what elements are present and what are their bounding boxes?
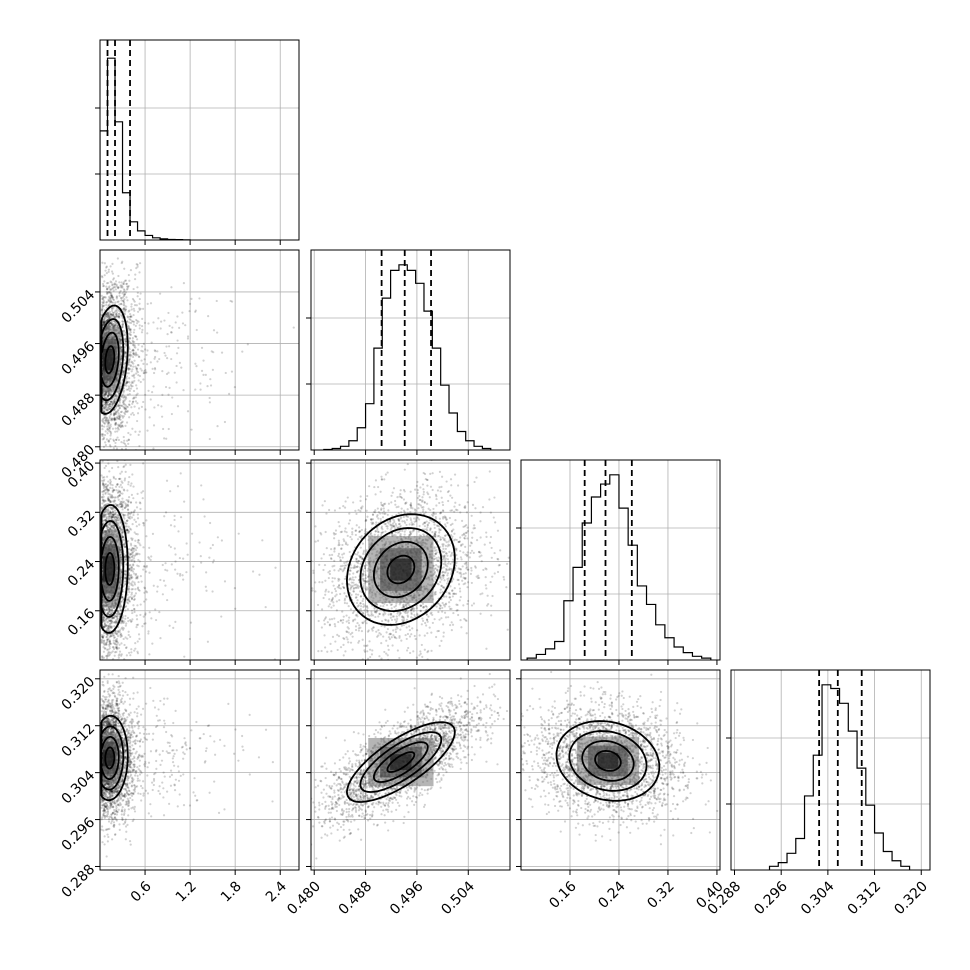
histogram-3 xyxy=(770,685,910,870)
scatter-points xyxy=(100,664,274,857)
x-tick-label: 0.320 xyxy=(891,878,931,918)
y-tick-label: 0.488 xyxy=(59,390,99,430)
x-tick-label: 0.304 xyxy=(798,878,838,918)
pair-panel-3-0 xyxy=(95,664,299,875)
density-block-2 xyxy=(598,753,618,769)
x-tick-label: 0.296 xyxy=(751,878,791,918)
x-tick-label: 0.32 xyxy=(644,878,677,911)
y-tick-label: 0.32 xyxy=(65,507,98,540)
panel-frame xyxy=(521,460,720,660)
y-tick-label: 0.504 xyxy=(59,287,99,327)
y-tick-label: 0.296 xyxy=(59,814,99,854)
pair-panel-3-2 xyxy=(485,650,738,875)
y-tick-label: 0.16 xyxy=(65,606,98,639)
pair-panel-1-0 xyxy=(95,221,306,496)
histogram-1 xyxy=(324,265,491,450)
hist-panel-0 xyxy=(95,40,299,240)
x-tick-label: 0.312 xyxy=(845,878,885,918)
corner-plot: 0.6 1.2 1.8 2.40.480 0.488 0.496 0.504 0.16 0.24… xyxy=(0,0,970,970)
y-tick-label: 0.24 xyxy=(65,556,98,589)
x-tick-label: 0.496 xyxy=(387,878,427,918)
panel-frame xyxy=(731,670,930,870)
y-tick-label: 0.288 xyxy=(59,861,99,901)
pair-panel-2-1 xyxy=(272,429,564,693)
x-tick-label: 0.504 xyxy=(438,878,478,918)
x-tick-label: 1.8 xyxy=(218,878,245,905)
hist-panel-2 xyxy=(516,460,720,660)
x-tick-label: 0.480 xyxy=(284,878,324,918)
hist-panel-3 xyxy=(726,670,930,870)
x-tick-label: 1.2 xyxy=(173,878,200,905)
y-tick-label: 0.304 xyxy=(59,768,99,808)
x-tick-label: 0.24 xyxy=(595,878,628,911)
scatter-points xyxy=(100,221,306,496)
density-block-2 xyxy=(390,559,411,581)
x-tick-label: 0.488 xyxy=(336,878,376,918)
x-tick-label: 2.4 xyxy=(263,878,290,905)
y-tick-label: 0.496 xyxy=(59,338,99,378)
x-tick-label: 0.16 xyxy=(546,878,579,911)
hist-panel-1 xyxy=(306,250,510,450)
y-tick-label: 0.320 xyxy=(59,674,99,714)
y-tick-label: 0.312 xyxy=(59,721,99,761)
x-tick-label: 0.6 xyxy=(128,878,155,905)
panel-frame xyxy=(311,250,510,450)
